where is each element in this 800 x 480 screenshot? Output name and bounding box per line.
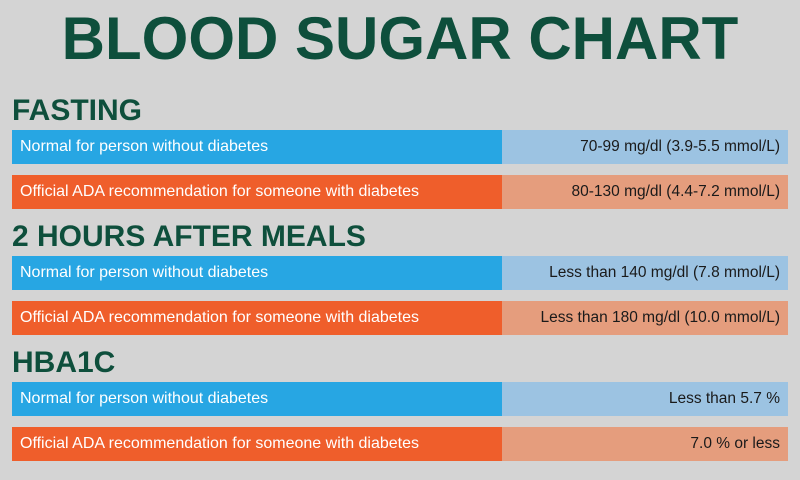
section-heading: FASTING [12, 94, 143, 127]
row-label: Normal for person without diabetes [12, 256, 502, 290]
section-fasting: FASTING Normal for person without diabet… [12, 94, 788, 209]
page-title: BLOOD SUGAR CHART [61, 5, 739, 72]
row-label: Normal for person without diabetes [12, 382, 502, 416]
row-value: Less than 180 mg/dl (10.0 mmol/L) [502, 301, 788, 335]
section-heading: 2 HOURS AFTER MEALS [12, 220, 366, 253]
row-normal: Normal for person without diabetes 70-99… [12, 130, 788, 164]
row-normal: Normal for person without diabetes Less … [12, 256, 788, 290]
section-hba1c: HBA1C Normal for person without diabetes… [12, 346, 788, 461]
section-heading: HBA1C [12, 346, 116, 379]
row-label: Official ADA recommendation for someone … [12, 301, 502, 335]
row-ada: Official ADA recommendation for someone … [12, 175, 788, 209]
row-value: 70-99 mg/dl (3.9-5.5 mmol/L) [502, 130, 788, 164]
row-value: 7.0 % or less [502, 427, 788, 461]
row-label: Official ADA recommendation for someone … [12, 427, 502, 461]
row-label: Official ADA recommendation for someone … [12, 175, 502, 209]
row-normal: Normal for person without diabetes Less … [12, 382, 788, 416]
section-after-meals: 2 HOURS AFTER MEALS Normal for person wi… [12, 220, 788, 335]
row-value: Less than 5.7 % [502, 382, 788, 416]
row-ada: Official ADA recommendation for someone … [12, 427, 788, 461]
row-value: 80-130 mg/dl (4.4-7.2 mmol/L) [502, 175, 788, 209]
row-label: Normal for person without diabetes [12, 130, 502, 164]
row-ada: Official ADA recommendation for someone … [12, 301, 788, 335]
row-value: Less than 140 mg/dl (7.8 mmol/L) [502, 256, 788, 290]
